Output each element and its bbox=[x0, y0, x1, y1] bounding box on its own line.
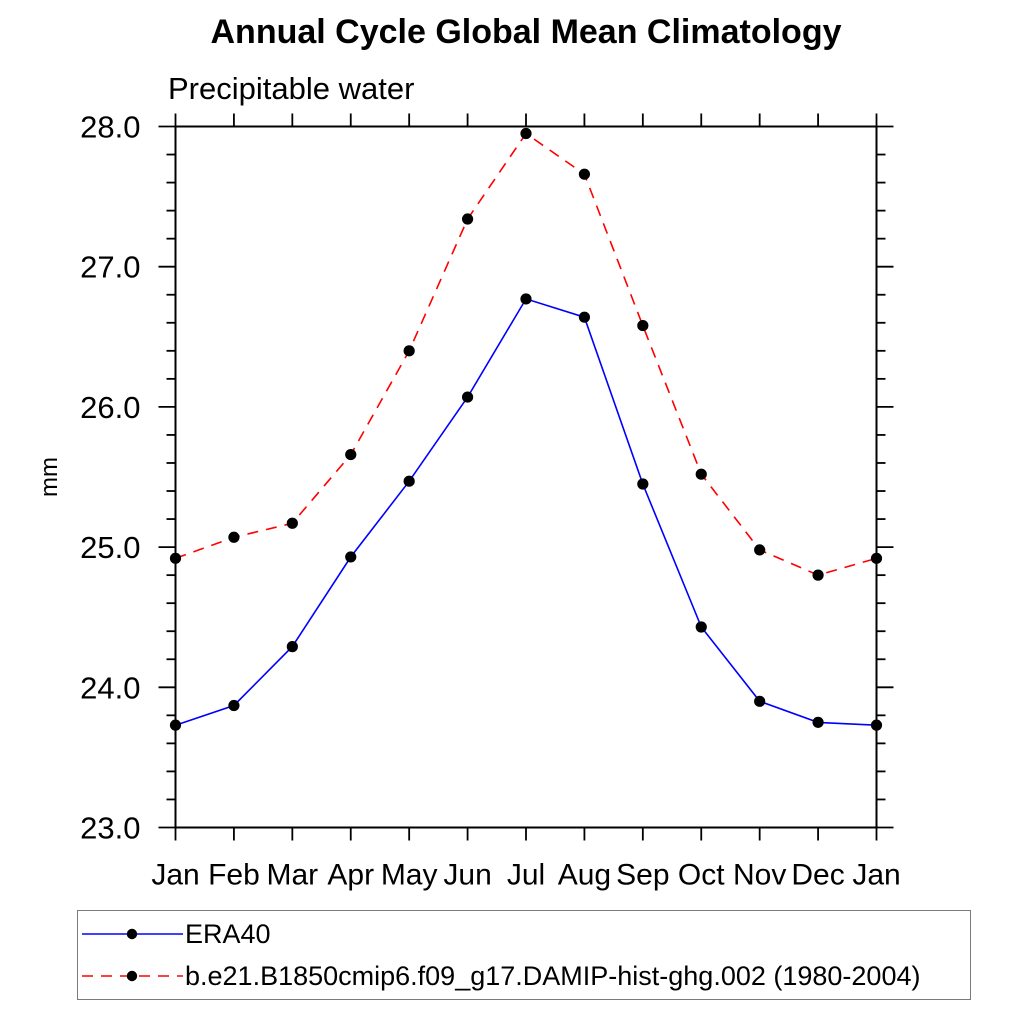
data-point-marker bbox=[812, 716, 824, 728]
data-point-marker bbox=[403, 345, 415, 357]
data-point-marker bbox=[228, 699, 240, 712]
data-point-marker bbox=[228, 531, 240, 543]
x-tick-label: Sep bbox=[616, 859, 669, 892]
data-point-marker bbox=[520, 127, 532, 140]
data-point-marker bbox=[870, 552, 883, 564]
y-tick-label: 28.0 bbox=[80, 110, 140, 145]
data-point-marker bbox=[169, 552, 182, 564]
data-point-marker bbox=[637, 319, 649, 332]
x-tick-label: Dec bbox=[791, 859, 844, 892]
x-tick-label: Jun bbox=[443, 859, 491, 892]
era40-line-sample-icon bbox=[82, 928, 183, 940]
data-point-marker bbox=[812, 569, 824, 581]
data-point-marker bbox=[286, 641, 298, 653]
x-tick-label: Jan bbox=[151, 859, 199, 892]
x-tick-label: May bbox=[381, 859, 438, 892]
series-line-0 bbox=[175, 297, 877, 726]
plot-frame bbox=[174, 125, 878, 829]
series-markers-0 bbox=[169, 293, 883, 731]
y-axis: 23.0 24.0 25.0 26.0 27.0 28.0 bbox=[80, 110, 894, 846]
data-point-marker bbox=[695, 468, 707, 480]
model-dashed-line-sample-icon bbox=[82, 970, 183, 982]
data-point-marker bbox=[345, 551, 357, 563]
y-tick-label: 23.0 bbox=[80, 811, 140, 846]
series-markers-1 bbox=[169, 127, 883, 581]
y-tick-label: 25.0 bbox=[80, 530, 140, 565]
data-point-marker bbox=[286, 517, 298, 529]
data-point-marker bbox=[169, 719, 182, 731]
data-point-marker bbox=[637, 478, 649, 490]
x-tick-label: Nov bbox=[733, 859, 786, 892]
series-line-1 bbox=[175, 132, 877, 576]
plot-area: Jan Feb Mar Apr May Jun Jul Aug Sep Oct Nov Dec Jan2… bbox=[36, 110, 901, 892]
x-tick-label: Jan bbox=[852, 859, 900, 892]
y-axis-title: mm bbox=[36, 457, 63, 497]
y-tick-label: 26.0 bbox=[80, 390, 140, 425]
chart-title: Annual Cycle Global Mean Climatology bbox=[210, 13, 842, 51]
x-tick-label: Oct bbox=[678, 859, 725, 892]
data-point-marker bbox=[578, 168, 591, 180]
data-point-marker bbox=[754, 544, 766, 556]
data-point-marker bbox=[870, 719, 883, 731]
x-tick-label: Jul bbox=[507, 859, 545, 892]
x-tick-label: Mar bbox=[266, 859, 318, 892]
x-tick-label: Apr bbox=[327, 859, 374, 892]
data-point-marker bbox=[461, 213, 474, 225]
legend-row-era40: ERA40 bbox=[82, 913, 970, 955]
data-point-marker bbox=[461, 391, 474, 403]
x-axis: Jan Feb Mar Apr May Jun Jul Aug Sep Oct Nov Dec Jan bbox=[151, 113, 901, 892]
x-tick-label: Feb bbox=[208, 859, 260, 892]
y-tick-label: 27.0 bbox=[80, 250, 140, 285]
data-point-marker bbox=[403, 475, 415, 487]
legend: ERA40 b.e21.B1850cmip6.f09_g17.DAMIP-his… bbox=[77, 910, 971, 1000]
y-tick-label: 24.0 bbox=[80, 670, 140, 705]
x-tick-label: Aug bbox=[558, 859, 611, 892]
legend-label-era40: ERA40 bbox=[185, 918, 271, 949]
chart-subtitle: Precipitable water bbox=[168, 71, 415, 106]
data-point-marker bbox=[578, 311, 591, 323]
data-point-marker bbox=[754, 695, 766, 707]
legend-row-model: b.e21.B1850cmip6.f09_g17.DAMIP-hist-ghg.… bbox=[82, 955, 970, 997]
data-point-marker bbox=[695, 621, 707, 633]
legend-label-model: b.e21.B1850cmip6.f09_g17.DAMIP-hist-ghg.… bbox=[185, 960, 921, 991]
data-point-marker bbox=[520, 293, 532, 305]
data-point-marker bbox=[345, 448, 357, 461]
